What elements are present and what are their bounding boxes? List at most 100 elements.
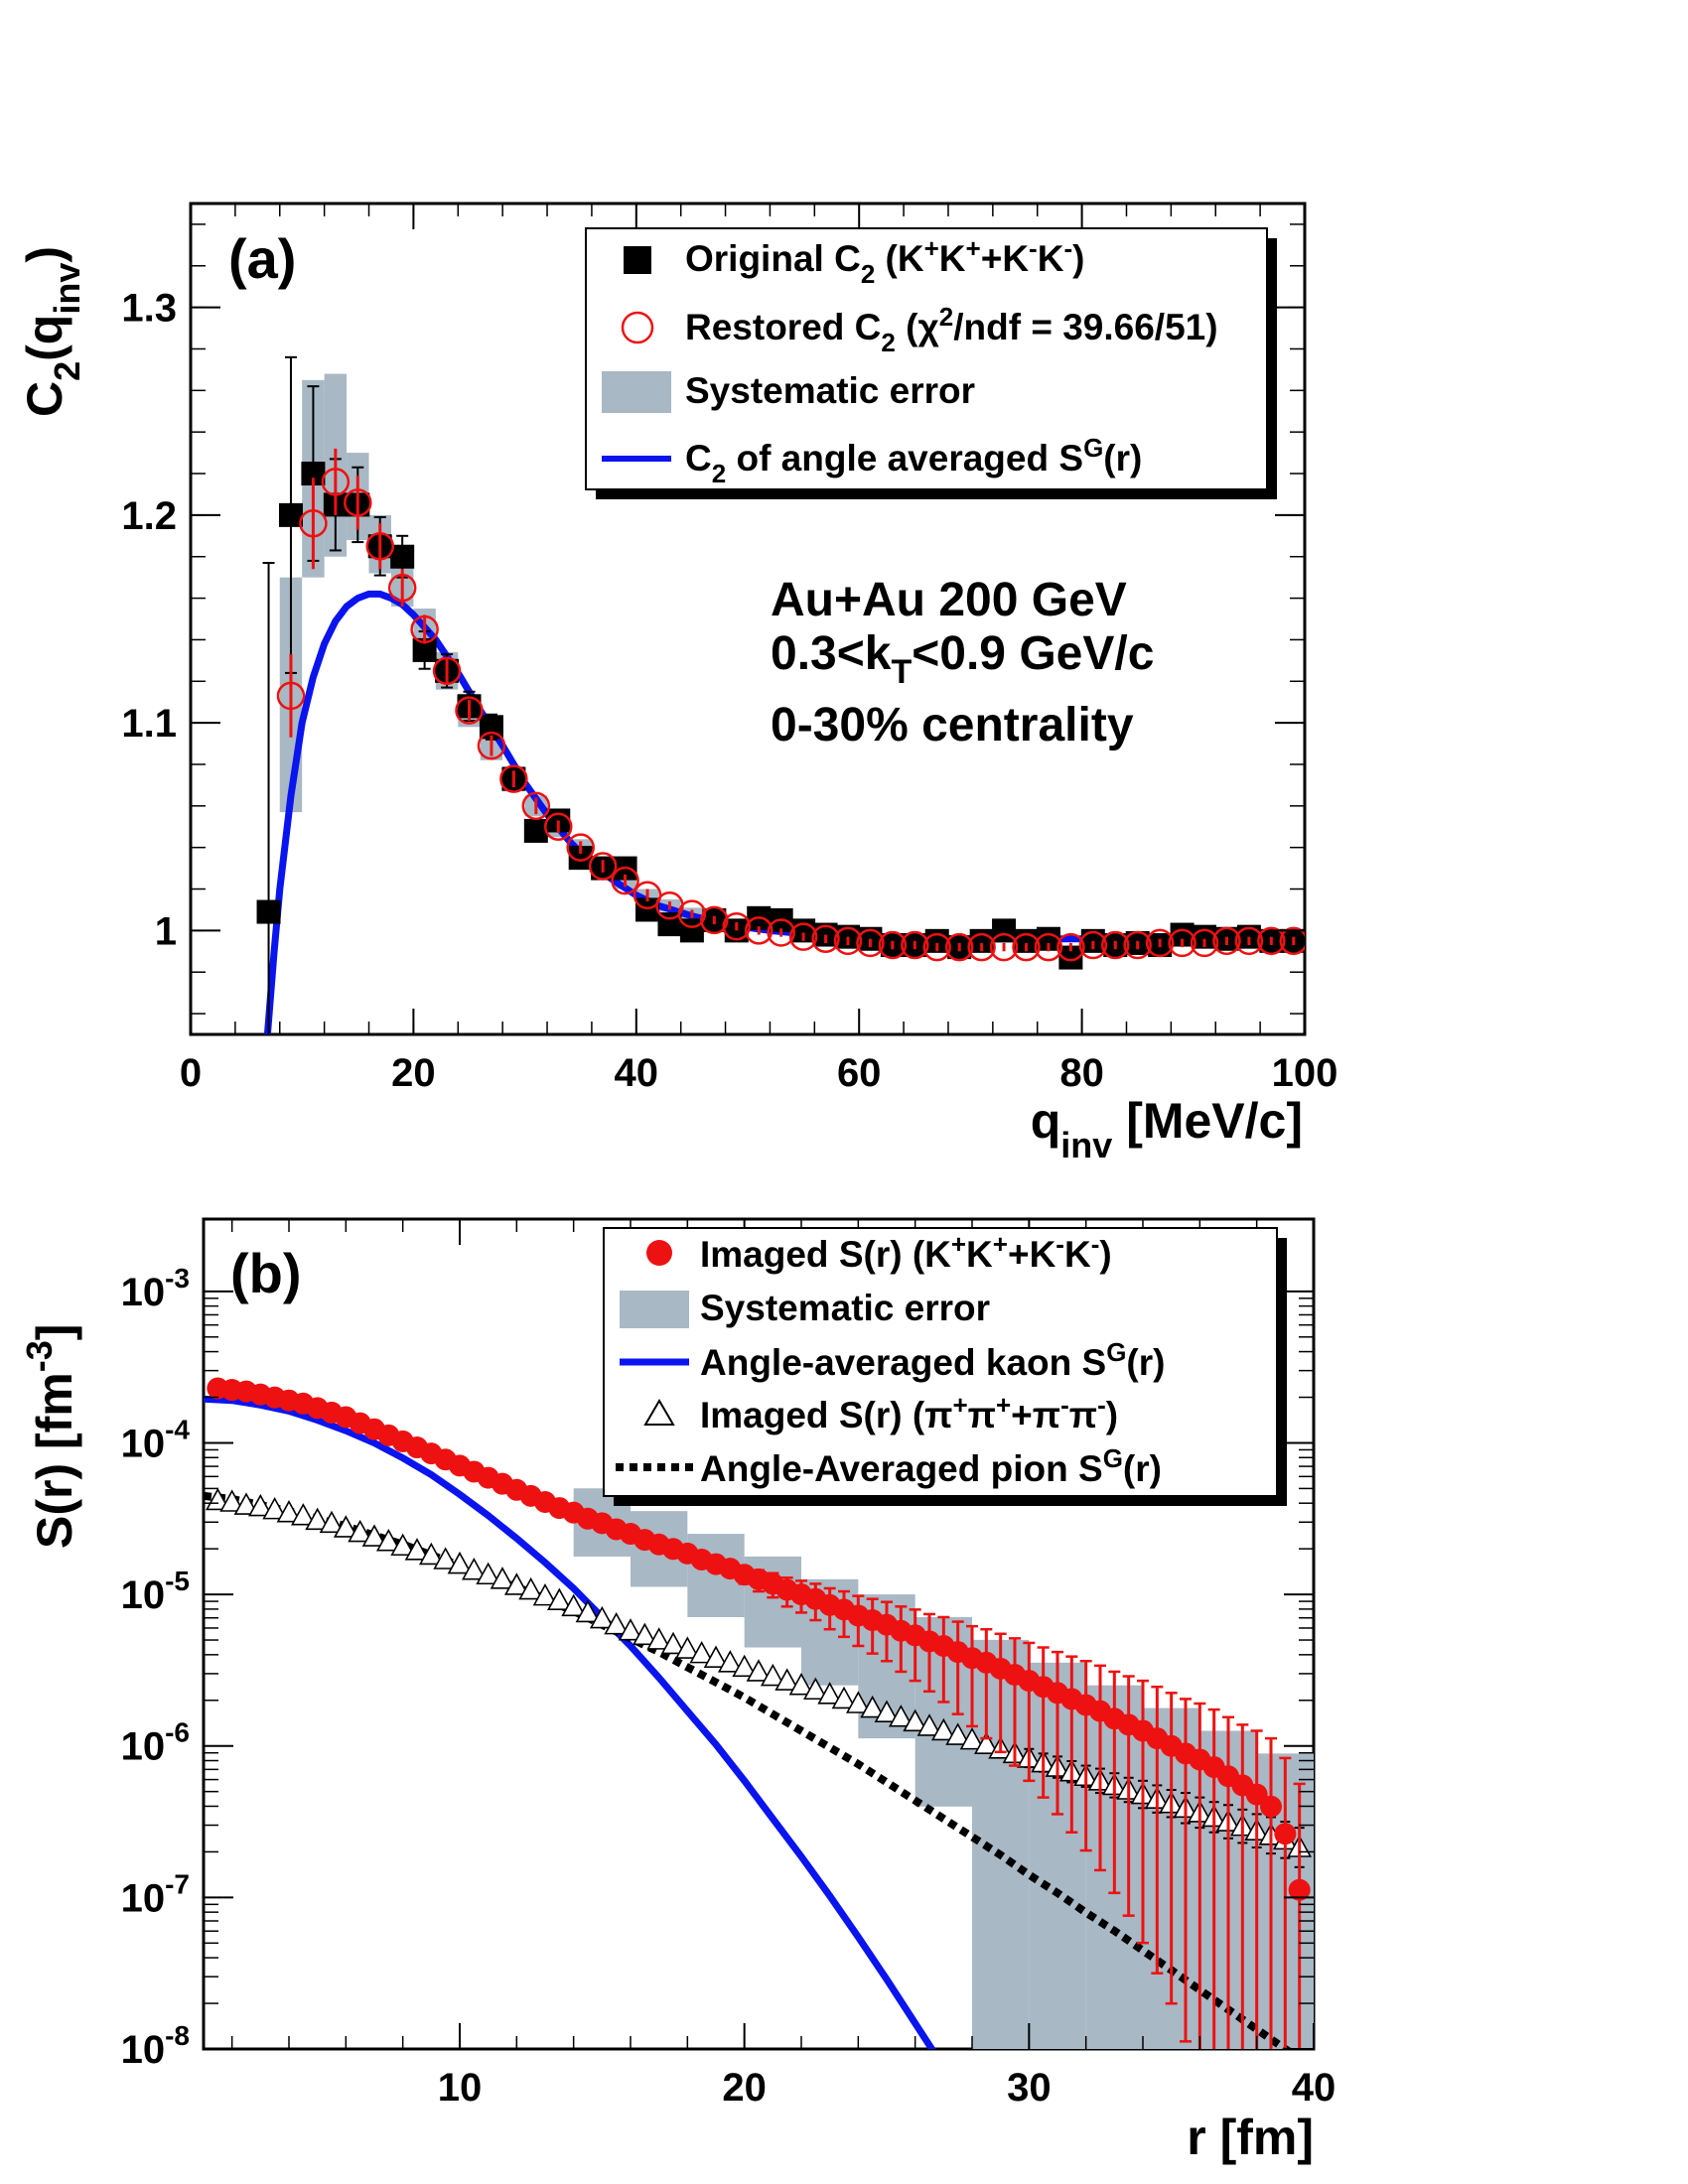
original-point: [390, 544, 415, 569]
pion-point: [575, 1599, 601, 1623]
panel-a-x-axis-title: qinv [MeV/c]: [1031, 1093, 1303, 1165]
x-tick-label: 30: [1007, 2066, 1052, 2110]
legend-entry-restored: Restored C2 (χ2/ndf = 39.66/51): [685, 302, 1218, 357]
original-point: [278, 502, 303, 527]
pion-point: [461, 1558, 487, 1580]
panel-a-annotation-system: Au+Au 200 GeV: [771, 574, 1127, 626]
pion-point: [660, 1631, 686, 1655]
original-point: [523, 818, 548, 843]
panel-a-y-axis-title: C2(qinv): [17, 246, 87, 417]
restored-point: [767, 918, 795, 947]
panel-b-axes: 10 20 30 40 10-8 10-7 10-6 10-5 10-4 10-3: [121, 1219, 1336, 2110]
restored-point: [1257, 926, 1286, 956]
restored-point: [989, 932, 1019, 962]
original-point: [635, 897, 660, 922]
pion-point: [418, 1542, 444, 1566]
pion-point: [348, 1519, 373, 1543]
pion-point: [674, 1636, 700, 1659]
pion-point: [888, 1705, 914, 1727]
pion-point: [703, 1645, 729, 1668]
restored-point: [677, 899, 707, 928]
restored-point: [410, 614, 439, 644]
legend-marker-imaged-pion: [643, 1399, 675, 1426]
panel-b-pion-fit-curve: [204, 1491, 1293, 2049]
panel-b-y-axis-title: S(r) [fm-3]: [19, 1324, 82, 1549]
panel-a-legend-box: [585, 227, 1268, 490]
panel-a-restored-points: [276, 448, 1305, 962]
pion-point: [945, 1722, 971, 1745]
pion-point: [973, 1731, 999, 1754]
legend-entry-pion-fit: Angle-Averaged pion SG(r): [700, 1443, 1162, 1489]
restored-point: [1012, 932, 1041, 962]
restored-point: [700, 905, 729, 935]
x-tick-label: 0: [180, 1051, 202, 1095]
pion-point: [262, 1496, 288, 1520]
x-tick-label: 20: [722, 2066, 767, 2110]
legend-marker-restored: [621, 311, 654, 344]
x-tick-label: 100: [1272, 1051, 1338, 1095]
restored-point: [1212, 926, 1241, 956]
pion-point: [632, 1622, 657, 1646]
panel-a-annotation-kt: 0.3<kT<0.9 GeV/c: [771, 627, 1154, 691]
restored-point: [1279, 926, 1305, 956]
x-tick-label: 40: [615, 1051, 659, 1095]
panel-a-tag: (a): [228, 227, 296, 290]
pion-point: [433, 1547, 459, 1570]
pion-point: [618, 1618, 643, 1641]
panel-b-x-axis-title: r [fm]: [1187, 2110, 1314, 2165]
pion-point: [802, 1677, 828, 1701]
y-tick-label: 10-5: [121, 1566, 190, 1617]
restored-point: [432, 656, 462, 686]
pion-point: [930, 1717, 956, 1741]
pion-point: [276, 1500, 302, 1523]
x-tick-label: 20: [391, 1051, 436, 1095]
pion-point: [732, 1654, 758, 1678]
pion-point: [361, 1524, 387, 1547]
panel-a-axes: 0 20 40 60 80 100 1 1.1 1.2 1.3: [121, 204, 1337, 1095]
restored-point: [276, 681, 306, 711]
legend-entry-systematic: Systematic error: [685, 370, 975, 411]
restored-point: [365, 532, 394, 561]
pion-point: [874, 1700, 900, 1722]
legend-marker-original: [624, 246, 651, 274]
restored-point: [1101, 930, 1130, 960]
restored-point: [1078, 930, 1108, 960]
legend-entry-kaon-fit: Angle-averaged kaon SG(r): [700, 1337, 1165, 1383]
x-tick-label: 80: [1059, 1051, 1104, 1095]
pion-point: [390, 1533, 416, 1557]
restored-point: [1234, 926, 1264, 956]
restored-point: [811, 924, 840, 953]
pion-point: [760, 1663, 785, 1687]
restored-point: [1034, 932, 1063, 962]
pion-point: [646, 1627, 672, 1650]
pion-point: [205, 1487, 230, 1511]
pion-point: [476, 1562, 501, 1585]
restored-point: [944, 932, 974, 962]
legend-entry-original: Original C2 (K+K++K-K-): [685, 233, 1084, 289]
restored-point: [901, 930, 929, 960]
restored-point: [611, 866, 639, 895]
y-tick-label: 10-8: [121, 2020, 190, 2072]
legend-marker-imaged-kaon: [646, 1240, 672, 1266]
pion-point: [490, 1567, 515, 1589]
restored-point: [544, 812, 573, 841]
restored-point: [967, 932, 996, 962]
kaon-point: [1260, 1795, 1282, 1818]
pion-point: [860, 1695, 886, 1718]
y-tick-label: 1.1: [121, 702, 177, 746]
x-tick-label: 60: [837, 1051, 882, 1095]
legend-entry-imaged-pion: Imaged S(r) (π+π++π-π-): [700, 1390, 1118, 1435]
pion-point: [916, 1713, 942, 1736]
panel-a-legend: Original C2 (K+K++K-K-) Restored C2 (χ2/…: [585, 227, 1277, 499]
pion-point: [746, 1659, 772, 1682]
restored-point: [477, 731, 506, 760]
panel-b-kaon-points: [207, 1377, 1311, 2049]
pion-point: [788, 1673, 814, 1696]
pion-point: [219, 1489, 245, 1512]
restored-point: [455, 696, 484, 725]
legend-entry-fit: C2 of angle averaged SG(r): [685, 433, 1142, 488]
restored-point: [387, 573, 417, 603]
pion-point: [774, 1668, 800, 1691]
